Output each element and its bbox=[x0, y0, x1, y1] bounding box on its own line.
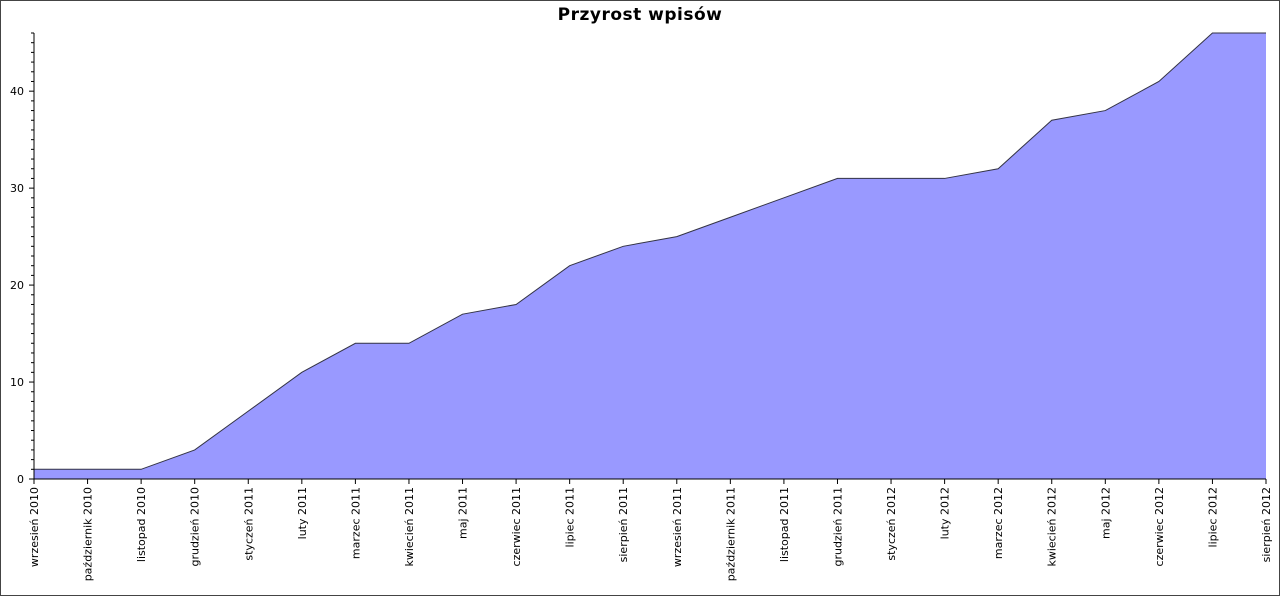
x-tick-label: wrzesień 2010 bbox=[28, 487, 41, 567]
y-tick-label: 0 bbox=[17, 473, 24, 486]
x-tick-label: czerwiec 2011 bbox=[510, 487, 523, 566]
x-tick-label: maj 2012 bbox=[1099, 487, 1112, 539]
x-tick-label: marzec 2012 bbox=[992, 487, 1005, 559]
x-tick-label: sierpień 2011 bbox=[617, 487, 630, 562]
chart-title: Przyrost wpisów bbox=[557, 5, 723, 25]
y-tick-label: 20 bbox=[10, 279, 24, 292]
series-line bbox=[34, 32, 1266, 470]
x-tick-label: luty 2012 bbox=[939, 487, 952, 539]
x-tick-label: czerwiec 2012 bbox=[1153, 487, 1166, 566]
y-tick-label: 10 bbox=[10, 376, 24, 389]
x-tick-label: lipiec 2011 bbox=[564, 487, 577, 547]
x-tick-label: październik 2010 bbox=[82, 487, 95, 581]
axis-layer bbox=[29, 32, 1267, 484]
y-tick-label: 30 bbox=[10, 182, 24, 195]
x-tick-label: grudzień 2011 bbox=[831, 487, 844, 567]
x-tick-label: październik 2011 bbox=[724, 487, 737, 581]
x-tick-label: kwiecień 2012 bbox=[1046, 487, 1059, 567]
x-tick-label: wrzesień 2011 bbox=[671, 487, 684, 567]
x-tick-label: styczeń 2011 bbox=[242, 487, 255, 561]
area-fill bbox=[34, 33, 1266, 479]
x-tick-label: listopad 2010 bbox=[135, 487, 148, 562]
x-tick-label: marzec 2011 bbox=[349, 487, 362, 559]
x-tick-label: grudzień 2010 bbox=[189, 487, 202, 567]
y-tick-label: 40 bbox=[10, 85, 24, 98]
x-tick-label: sierpień 2012 bbox=[1260, 487, 1273, 562]
label-layer: 0 10 20 30 40 wrzesień 2010 październik 2010 li… bbox=[10, 85, 1273, 581]
x-tick-label: listopad 2011 bbox=[778, 487, 791, 562]
area-layer bbox=[34, 32, 1266, 479]
x-tick-label: kwiecień 2011 bbox=[403, 487, 416, 567]
x-tick-label: maj 2011 bbox=[457, 487, 470, 539]
x-tick-label: luty 2011 bbox=[296, 487, 309, 539]
x-tick-label: styczeń 2012 bbox=[885, 487, 898, 561]
x-tick-label: lipiec 2012 bbox=[1206, 487, 1219, 547]
